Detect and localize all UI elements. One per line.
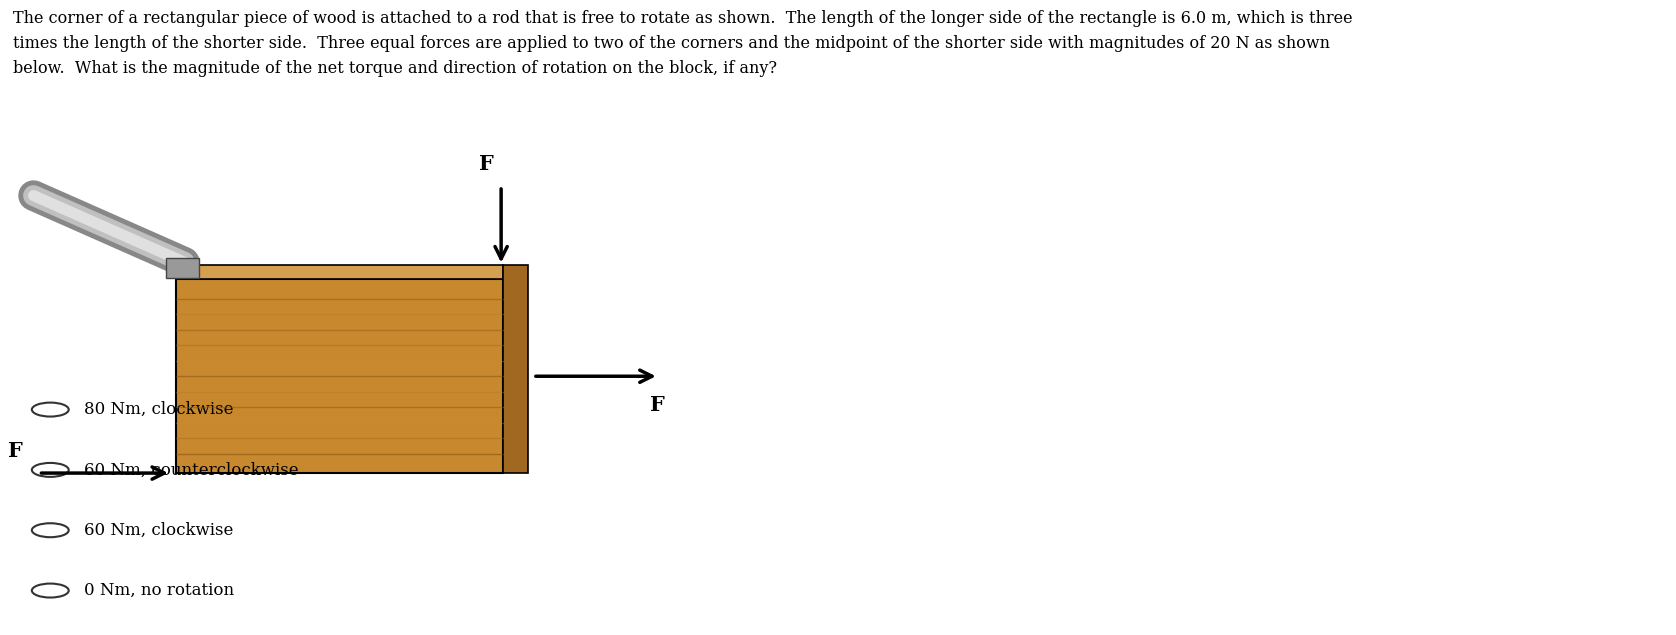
Text: 60 Nm, clockwise: 60 Nm, clockwise bbox=[84, 522, 233, 538]
Text: 0 Nm, no rotation: 0 Nm, no rotation bbox=[84, 582, 235, 599]
Text: times the length of the shorter side.  Three equal forces are applied to two of : times the length of the shorter side. Th… bbox=[13, 35, 1331, 52]
Bar bbox=[176, 265, 503, 279]
Text: 80 Nm, clockwise: 80 Nm, clockwise bbox=[84, 401, 233, 418]
Bar bbox=[176, 279, 503, 473]
Text: F: F bbox=[8, 441, 23, 461]
Bar bbox=[503, 265, 528, 473]
Text: The corner of a rectangular piece of wood is attached to a rod that is free to r: The corner of a rectangular piece of woo… bbox=[13, 10, 1353, 27]
Text: F: F bbox=[479, 154, 494, 174]
Bar bbox=[166, 258, 199, 278]
Text: 60 Nm, counterclockwise: 60 Nm, counterclockwise bbox=[84, 462, 298, 478]
Text: below.  What is the magnitude of the net torque and direction of rotation on the: below. What is the magnitude of the net … bbox=[13, 60, 778, 77]
Text: F: F bbox=[650, 395, 665, 415]
